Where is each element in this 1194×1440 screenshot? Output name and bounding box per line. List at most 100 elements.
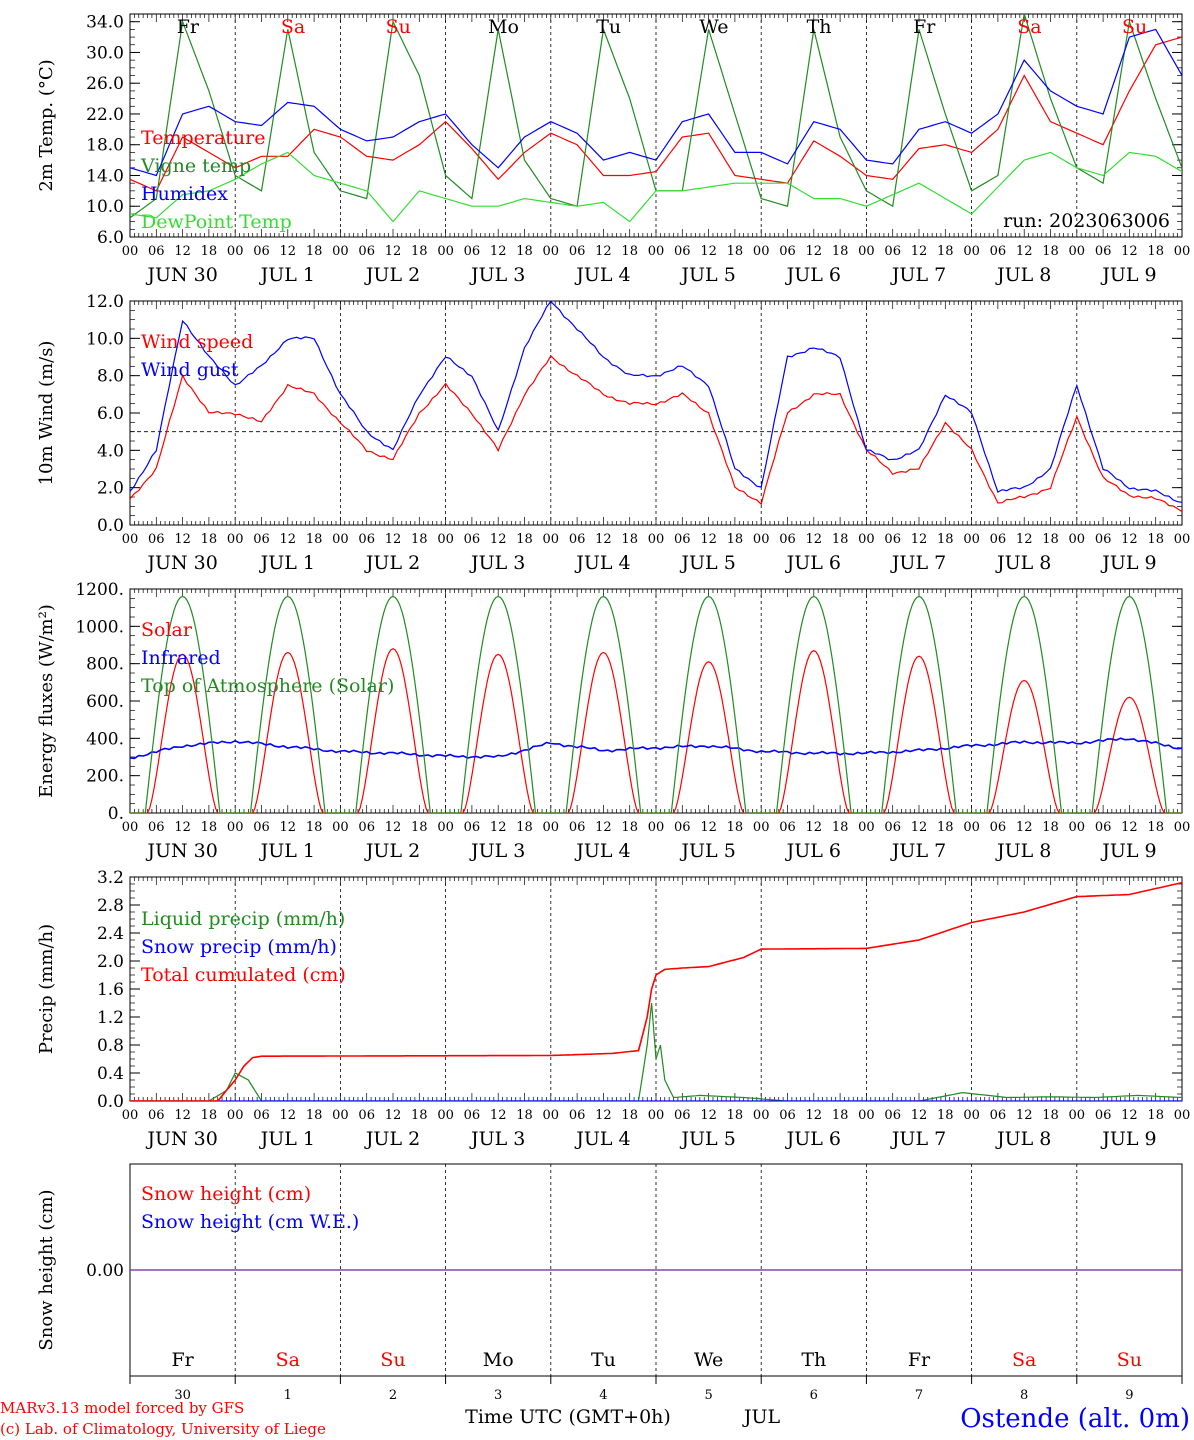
- hour-tick-label: 00: [1069, 532, 1086, 547]
- y-tick-label: 800.: [86, 655, 124, 675]
- hour-tick-label: 12: [1016, 820, 1033, 835]
- hour-tick-label: 00: [858, 244, 875, 259]
- day-number: 3: [494, 1388, 502, 1403]
- y-tick-label: 200.: [86, 767, 124, 787]
- hour-tick-label: 00: [437, 244, 454, 259]
- hour-tick-label: 00: [227, 244, 244, 259]
- date-label: JUL 7: [890, 264, 946, 286]
- legend-entry: Snow height (cm): [141, 1183, 311, 1205]
- hour-tick-label: 12: [490, 532, 507, 547]
- hour-tick-label: 06: [464, 532, 481, 547]
- y-tick-label: 26.0: [86, 74, 124, 94]
- hour-tick-label: 00: [437, 820, 454, 835]
- date-label: JUL 6: [785, 840, 841, 862]
- series-line-2: [130, 881, 1182, 1101]
- hour-tick-label: 18: [727, 820, 744, 835]
- hour-tick-label: 00: [543, 820, 560, 835]
- y-tick-label: 10.0: [86, 197, 124, 217]
- day-number: 2: [389, 1388, 397, 1403]
- y-tick-label: 0.: [108, 804, 124, 824]
- hour-tick-label: 12: [280, 244, 297, 259]
- panel-precip: 0.0 0.4 0.8 1.2 1.6 2.0 2.4 2.8 3.2 Precip (mm/h)…: [36, 868, 1190, 1150]
- hour-tick-label: 18: [516, 244, 533, 259]
- y-tick-label: 6.0: [97, 404, 124, 424]
- date-label: JUL 1: [259, 552, 315, 574]
- hour-tick-label: 18: [516, 820, 533, 835]
- x-axis-label: Time UTC (GMT+0h): [465, 1406, 671, 1428]
- day-name: Th: [807, 16, 832, 38]
- hour-tick-label: 00: [437, 1108, 454, 1123]
- day-number: 7: [915, 1388, 923, 1403]
- hour-tick-label: 18: [306, 244, 323, 259]
- hour-tick-label: 18: [832, 244, 849, 259]
- hour-tick-label: 18: [411, 244, 428, 259]
- hour-tick-label: 06: [148, 532, 165, 547]
- date-label: JUL 8: [995, 552, 1051, 574]
- hour-tick-label: 18: [1042, 244, 1059, 259]
- hour-tick-label: 06: [990, 820, 1007, 835]
- day-number: 8: [1020, 1388, 1028, 1403]
- hour-tick-label: 00: [858, 532, 875, 547]
- hour-tick-label: 06: [253, 1108, 270, 1123]
- y-tick-label: 6.0: [97, 228, 124, 248]
- hour-tick-label: 00: [227, 820, 244, 835]
- legend-entry: Snow precip (mm/h): [141, 936, 337, 958]
- y-axis-label: 2m Temp. (°C): [36, 59, 57, 191]
- hour-tick-label: 00: [543, 1108, 560, 1123]
- plot-area: [130, 301, 1182, 513]
- hour-tick-label: 12: [700, 244, 717, 259]
- hour-tick-label: 12: [490, 1108, 507, 1123]
- hour-tick-label: 18: [411, 1108, 428, 1123]
- hour-tick-label: 12: [280, 820, 297, 835]
- y-tick-label: 1200.: [75, 580, 124, 600]
- legend-entry: DewPoint Temp: [141, 211, 292, 233]
- date-label: JUL 7: [890, 1128, 946, 1150]
- hour-tick-label: 00: [753, 820, 770, 835]
- hour-tick-label: 00: [1069, 820, 1086, 835]
- hour-tick-label: 06: [884, 1108, 901, 1123]
- hour-tick-label: 06: [464, 244, 481, 259]
- hour-tick-label: 18: [1042, 820, 1059, 835]
- hour-tick-label: 06: [779, 1108, 796, 1123]
- hour-tick-label: 12: [385, 532, 402, 547]
- hour-tick-label: 12: [1016, 1108, 1033, 1123]
- y-tick-label: 2.4: [97, 924, 124, 944]
- day-number: 6: [810, 1388, 818, 1403]
- series-line-0: [130, 36, 1182, 192]
- hour-tick-label: 12: [1121, 244, 1138, 259]
- hour-tick-label: 18: [201, 1108, 218, 1123]
- panel-wind: 0.0 2.0 4.0 6.0 8.0 10.0 12.0 10m Wind (m/s) 00 0…: [36, 292, 1190, 574]
- day-name: Fr: [913, 16, 936, 38]
- hour-tick-label: 06: [990, 244, 1007, 259]
- date-label: JUL 9: [1100, 552, 1156, 574]
- date-label: JUL 4: [574, 552, 630, 574]
- hour-tick-label: 06: [990, 532, 1007, 547]
- day-name: Fr: [908, 1349, 931, 1371]
- y-tick-label: 3.2: [97, 868, 124, 888]
- hour-tick-label: 18: [727, 1108, 744, 1123]
- date-label: JUL 2: [364, 840, 420, 862]
- hour-tick-label: 18: [411, 532, 428, 547]
- hour-tick-label: 00: [1174, 820, 1191, 835]
- hour-tick-label: 18: [306, 1108, 323, 1123]
- hour-tick-label: 18: [621, 1108, 638, 1123]
- y-tick-label: 1.6: [97, 980, 124, 1000]
- date-label: JUL 6: [785, 552, 841, 574]
- series-line-3: [130, 151, 1182, 223]
- hour-tick-label: 12: [911, 820, 928, 835]
- hour-tick-label: 12: [174, 532, 191, 547]
- hour-tick-label: 12: [385, 1108, 402, 1123]
- date-label: JUL 4: [574, 264, 630, 286]
- y-tick-label: 400.: [86, 729, 124, 749]
- date-label: JUL 8: [995, 840, 1051, 862]
- hour-tick-label: 00: [1069, 244, 1086, 259]
- hour-tick-label: 12: [385, 244, 402, 259]
- series-line-0: [130, 1002, 1182, 1101]
- series-line-1: [130, 737, 1182, 760]
- hour-tick-label: 12: [595, 532, 612, 547]
- hour-tick-label: 18: [1147, 1108, 1164, 1123]
- hour-tick-label: 00: [122, 244, 139, 259]
- hour-tick-label: 18: [1147, 244, 1164, 259]
- hour-tick-label: 00: [858, 820, 875, 835]
- hour-tick-label: 00: [122, 532, 139, 547]
